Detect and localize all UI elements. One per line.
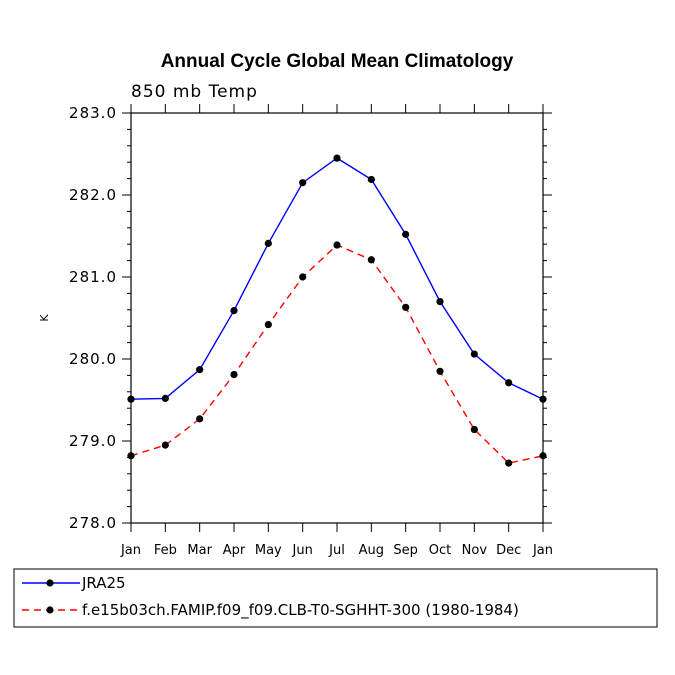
series-line-1 [130, 157, 544, 400]
data-point [264, 239, 272, 247]
y-axis-label: K [38, 314, 51, 322]
series-group [127, 154, 547, 467]
y-tick-label: 281.0 [69, 268, 117, 286]
data-point [367, 256, 375, 264]
x-tick-label: Jul [328, 543, 345, 558]
x-tick-label: Oct [429, 543, 451, 558]
data-point [505, 459, 513, 467]
data-point [230, 307, 238, 315]
data-point [127, 395, 135, 403]
data-point [264, 320, 272, 329]
data-point [436, 298, 444, 306]
data-point [367, 175, 375, 184]
legend-label-1: JRA25 [81, 574, 126, 592]
x-tick-label: Nov [462, 543, 488, 558]
x-tick-label: Mar [187, 543, 212, 558]
data-point [505, 379, 513, 387]
data-point [299, 273, 307, 281]
data-point [333, 154, 341, 162]
x-tick-label: Jun [292, 543, 313, 558]
legend-marker [46, 579, 54, 587]
x-tick-label: Feb [154, 543, 177, 558]
data-point [470, 350, 478, 358]
data-point [196, 366, 204, 374]
plot-frame [130, 112, 544, 524]
x-tick-label: Sep [393, 543, 418, 558]
data-point [161, 441, 169, 449]
data-point [539, 395, 547, 403]
data-point [127, 452, 135, 460]
y-tick-label: 280.0 [69, 350, 117, 368]
series-line-2 [130, 244, 544, 464]
chart-title: Annual Cycle Global Mean Climatology [161, 51, 514, 72]
x-tick-label: Jan [532, 543, 553, 558]
x-tick-label: Jan [120, 543, 141, 558]
x-tick-label: Aug [359, 543, 384, 558]
y-tick-label: 278.0 [69, 514, 117, 532]
legend-label-2: f.e15b03ch.FAMIP.f09_f09.CLB-T0-SGHHT-30… [82, 601, 519, 620]
x-tick-label: Dec [496, 543, 521, 558]
y-tick-label: 283.0 [69, 104, 117, 122]
legend: JRA25 f.e15b03ch.FAMIP.f09_f09.CLB-T0-SGH… [13, 568, 658, 628]
data-point [333, 241, 341, 249]
x-tick-label: May [255, 543, 282, 558]
y-tick-label: 279.0 [69, 432, 117, 450]
data-point [436, 367, 444, 375]
y-tick-label: 282.0 [69, 186, 117, 204]
data-point [299, 179, 307, 187]
x-tick-label: Apr [223, 543, 246, 558]
x-axis: Jan Feb Mar Apr May Jun Jul Aug Sep Oct Nov Dec Jan [120, 104, 553, 558]
data-point [402, 303, 410, 311]
data-point [196, 415, 204, 423]
data-point [402, 230, 410, 238]
data-point [230, 370, 238, 379]
data-point [161, 394, 169, 402]
data-point [470, 425, 478, 434]
chart-subtitle: 850 mb Temp [131, 82, 258, 102]
data-point [539, 452, 547, 460]
y-axis: 278.0 279.0 280.0 281.0 282.0 283.0 [69, 104, 552, 532]
legend-box [13, 568, 658, 628]
legend-marker [46, 606, 54, 614]
